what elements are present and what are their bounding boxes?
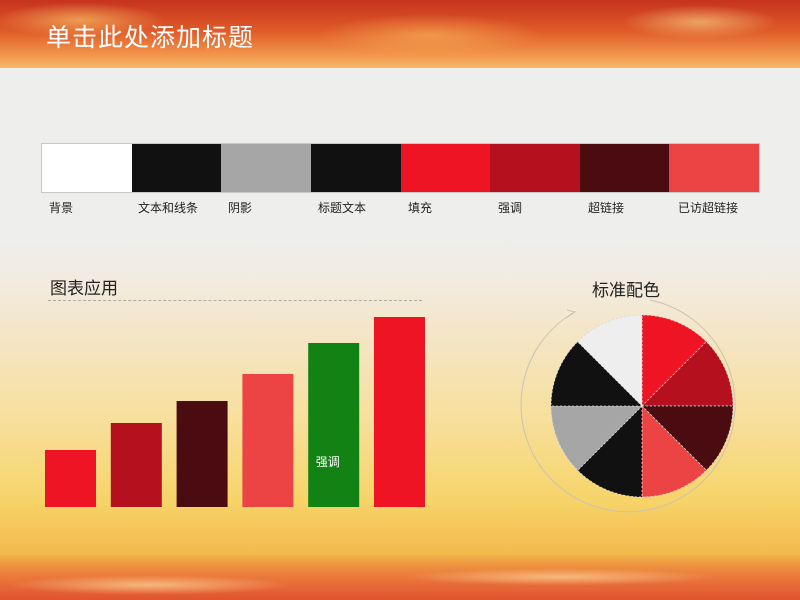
pie-slice-3 — [641, 405, 734, 471]
pie-arc-decoration — [520, 299, 736, 513]
bar-1 — [45, 450, 96, 507]
chart-section-title: 图表应用 — [50, 279, 118, 299]
bar-data-label: 强调 — [316, 455, 340, 469]
color-swatch-row — [41, 143, 760, 193]
bar-2 — [110, 423, 162, 507]
swatch-label-title-text: 标题文本 — [318, 201, 367, 215]
swatch-labels: 背景 文本和线条 阴影 标题文本 填充 强调 超链接 已访超链接 — [41, 199, 760, 217]
pie-slice-7 — [550, 341, 643, 407]
pie-slice-1 — [641, 314, 707, 407]
swatch-label-text-and-lines: 文本和线条 — [138, 201, 199, 215]
footer-band — [0, 555, 800, 600]
swatch-label-accent: 强调 — [498, 201, 523, 215]
swatch-title-text — [310, 144, 401, 192]
swatch-text-and-lines — [131, 144, 222, 192]
pie-slice-6 — [550, 405, 643, 471]
swatch-label-shadow: 阴影 — [228, 201, 253, 215]
pie-section-title: 标准配色 — [592, 281, 660, 301]
swatch-accent — [490, 144, 580, 192]
pie-arrow-icon — [565, 309, 577, 319]
swatch-fill — [400, 144, 491, 192]
header-band — [0, 0, 800, 68]
swatch-shadow — [221, 144, 311, 192]
swatch-visited-hyperlink — [669, 144, 759, 192]
bar-chart: 强调 — [45, 317, 425, 507]
swatch-label-background: 背景 — [49, 201, 74, 215]
bar-5 — [308, 343, 360, 507]
bar-3 — [176, 401, 228, 507]
pie-slice-2 — [641, 341, 734, 407]
swatch-hyperlink — [579, 144, 670, 192]
swatch-label-fill: 填充 — [408, 201, 433, 215]
bar-6 — [374, 317, 425, 507]
section-divider — [48, 300, 422, 301]
pie-slice-5 — [577, 405, 643, 498]
page-title[interactable]: 单击此处添加标题 — [46, 23, 255, 52]
pie-chart — [520, 299, 736, 513]
pie-slice-4 — [641, 405, 707, 498]
bar-4 — [242, 374, 294, 507]
pie-slice-8 — [577, 314, 643, 407]
swatch-label-visited-hyperlink: 已访超链接 — [678, 201, 739, 215]
swatch-label-hyperlink: 超链接 — [588, 201, 625, 215]
swatch-background — [42, 144, 132, 192]
